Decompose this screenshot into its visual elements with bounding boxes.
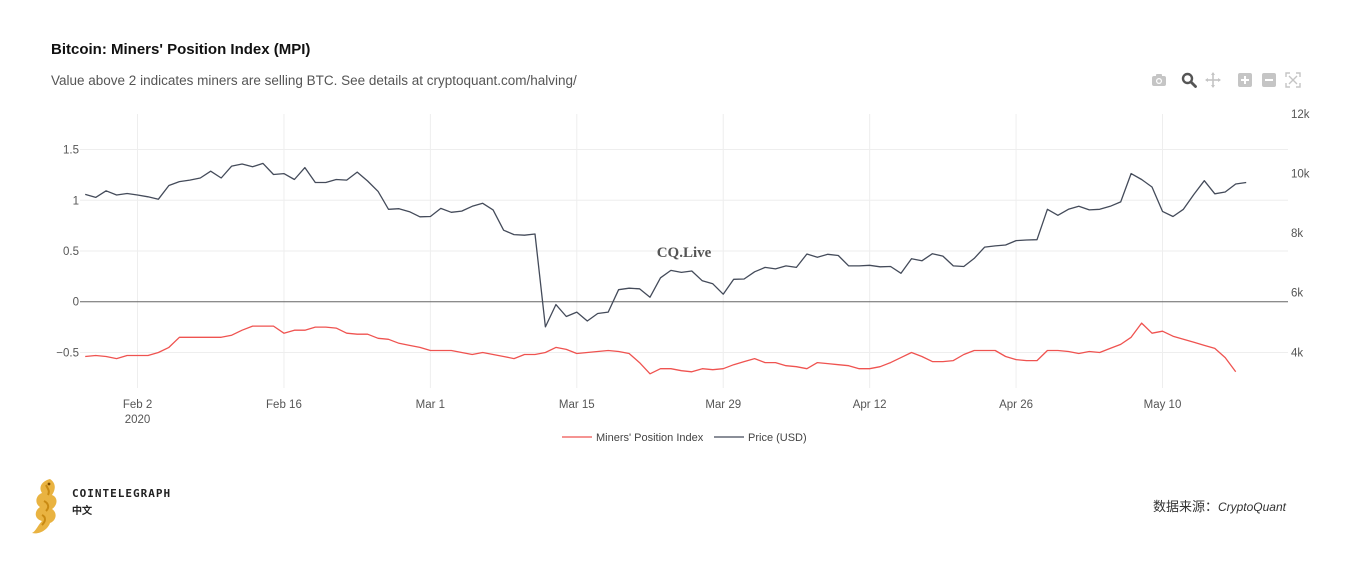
y-axis-left-ticks: 1.5 1 0.5 0 −0.5 [56,145,79,360]
y-right-tick-label: 12k [1291,109,1310,121]
x-axis-ticks: Feb 2 2020 Feb 16 Mar 1 Mar 15 Mar 29 Apr 12 Ap… [123,399,1182,426]
y-left-tick-label: 0 [73,297,79,309]
y-right-tick-label: 10k [1291,169,1310,181]
y-left-tick-label: 0.5 [63,246,79,258]
chart-title: Bitcoin: Miners' Position Index (MPI) [51,41,311,58]
x-tick-label: Mar 15 [559,399,595,411]
source-label: 数据来源： [1152,499,1218,514]
legend-label-1: Price (USD) [748,432,807,444]
source-name: CryptoQuant [1217,500,1286,514]
y-right-tick-label: 8k [1291,228,1303,240]
y-left-tick-label: −0.5 [56,347,79,359]
brand-logo: COINTELEGRAPH 中文 [28,475,171,537]
x-tick-label: Mar 1 [416,399,445,411]
x-tick-label: Feb 16 [266,399,302,411]
x-tick-label: Feb 2 [123,399,152,411]
series-line-1 [85,162,1247,328]
x-tick-label: Apr 12 [853,399,887,411]
chart-toolbar [1150,71,1302,89]
x-tick-sublabel: 2020 [125,414,151,426]
chart-subtitle: Value above 2 indicates miners are selli… [51,73,577,88]
x-tick-label: Mar 29 [705,399,741,411]
legend: Miners' Position Index Price (USD) [562,432,807,444]
watermark-text: CQ.Live [657,245,712,261]
brand-name: COINTELEGRAPH [72,487,172,500]
autoscale-icon[interactable] [1284,71,1302,89]
zoom-in-icon[interactable] [1236,71,1254,89]
zoom-out-icon[interactable] [1260,71,1278,89]
y-left-tick-label: 1.5 [63,145,79,157]
pan-icon[interactable] [1204,71,1222,89]
camera-icon[interactable] [1150,71,1168,89]
x-tick-label: Apr 26 [999,399,1033,411]
series-line-0 [85,322,1237,375]
y-right-tick-label: 6k [1291,288,1303,300]
y-left-tick-label: 1 [73,195,79,207]
grid-lines [80,114,1288,388]
dragon-logo-icon [32,479,57,534]
brand-subtitle: 中文 [72,506,92,517]
series-lines [85,162,1247,375]
zoom-icon[interactable] [1180,71,1198,89]
x-tick-label: May 10 [1144,399,1182,411]
y-axis-right-ticks: 12k 10k 8k 6k 4k [1291,109,1310,359]
y-right-tick-label: 4k [1291,347,1303,359]
data-source: 数据来源：CryptoQuant [1153,496,1286,515]
legend-label-0: Miners' Position Index [596,432,704,444]
